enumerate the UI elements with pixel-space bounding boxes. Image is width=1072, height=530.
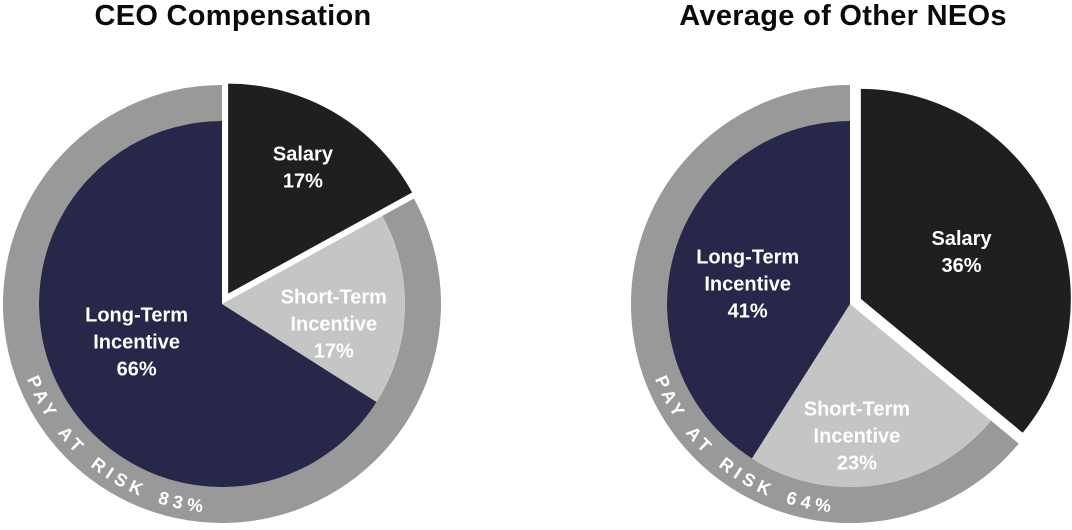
slice-label-short-term-incentive: Short-Term Incentive 17% — [281, 286, 387, 362]
slice-label-salary: Salary 36% — [932, 228, 993, 277]
slice-label-short-term-incentive: Short-Term Incentive 23% — [804, 399, 910, 475]
pie-slice-short-term-incentive — [222, 215, 405, 403]
ceo-compensation-chart: CEO Compensation Salary 17% Short-Term Ince… — [2, 0, 441, 523]
pie-slice-salary-exploded — [860, 88, 1071, 433]
pie-slice-long-term-incentive — [666, 121, 850, 459]
slice-label-long-term-incentive: Long-Term Incentive 66% — [85, 305, 188, 381]
chart-title-other-neos: Average of Other NEOs — [679, 0, 1007, 32]
pie-slice-salary-exploded — [228, 83, 413, 294]
other-neos-pie: Salary 36% Short-Term Incentive 23%Long-Term… — [631, 85, 1071, 523]
pie-slice-long-term-incentive — [39, 121, 377, 487]
ceo-compensation-pie: Salary 17% Short-Term Incentive 17% Long-Term… — [2, 83, 441, 523]
pay-at-risk-ring — [631, 85, 1019, 523]
slice-label-long-term-incentive: Long-Term Incentive 41% — [696, 247, 799, 323]
chart-title-ceo: CEO Compensation — [94, 0, 372, 32]
pie-slice-short-term-incentive — [751, 304, 991, 487]
other-neos-chart: Average of Other NEOs Salary 36% Short-Ter… — [536, 0, 1072, 530]
slice-label-salary: Salary 17% — [273, 144, 334, 193]
